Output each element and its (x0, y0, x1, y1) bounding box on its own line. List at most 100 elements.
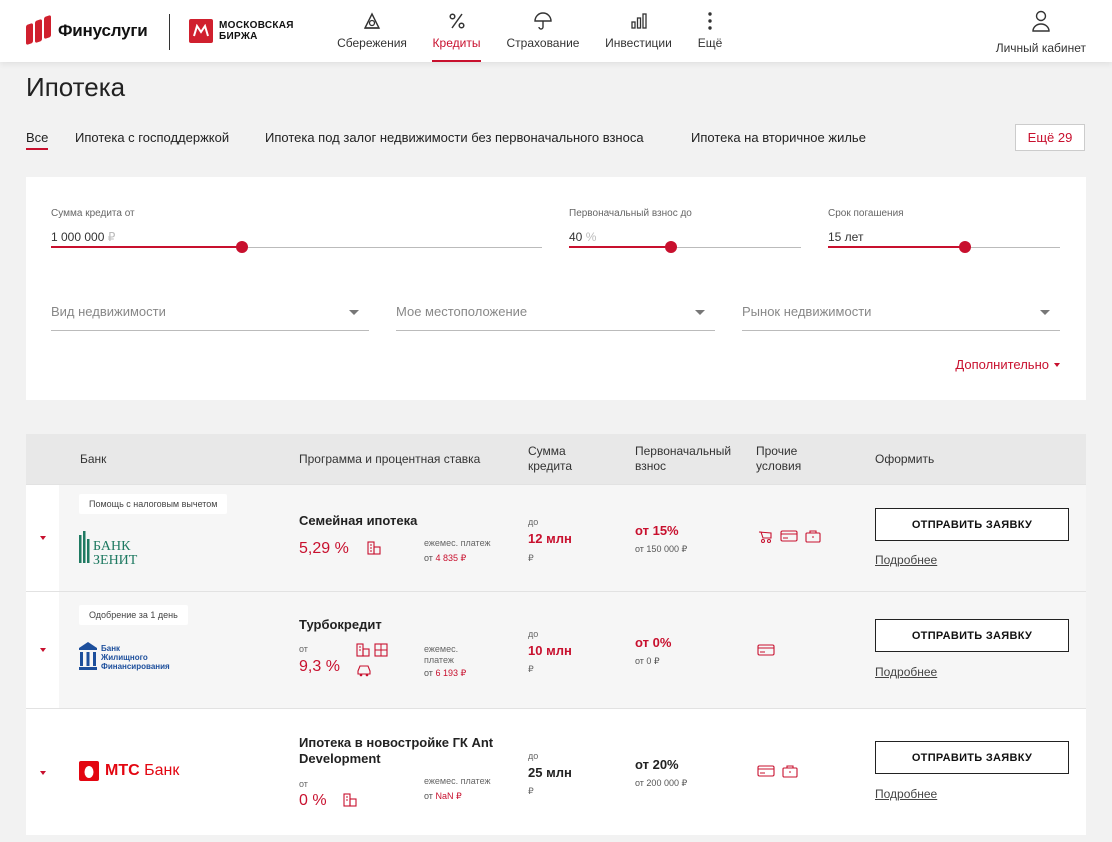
nav-investments[interactable]: Инвестиции (605, 10, 672, 62)
nav-insurance[interactable]: Страхование (507, 10, 579, 62)
down-payment-amount: от 0 ₽ (635, 656, 660, 666)
nav-credits[interactable]: Кредиты (432, 10, 481, 62)
details-link[interactable]: Подробнее (875, 553, 938, 567)
term-slider[interactable]: Срок погашения 15 лет (828, 208, 1060, 253)
mts-egg-icon (79, 761, 99, 781)
sum-value: 12 млн (528, 531, 572, 546)
nav-insurance-label: Страхование (506, 36, 580, 50)
header-program: Программа и процентная ставка (299, 452, 481, 466)
payment-caption: ежемес. платеж (424, 644, 459, 665)
header-sum: Сумма кредита (528, 444, 573, 473)
tab-all[interactable]: Все (26, 130, 49, 150)
interest-rate: 9,3 % (299, 658, 340, 675)
loan-amount-fill (51, 246, 243, 248)
building-icon (356, 643, 370, 657)
loan-amount-caption: Сумма кредита от (51, 208, 135, 219)
personal-cabinet-button[interactable]: Личный кабинет (996, 10, 1086, 55)
bank-zenit-logo: БАНК ЗЕНИТ (79, 531, 157, 572)
payment-value: от 6 193 ₽ (424, 668, 467, 678)
other-conditions (757, 764, 798, 778)
more-tabs-button[interactable]: Ещё 29 (1015, 124, 1085, 151)
payment-caption: ежемес. платеж (424, 538, 491, 548)
down-payment-fill (569, 246, 672, 248)
finuslugi-logo[interactable]: Финуслуги (26, 14, 148, 46)
sum-caption: до (528, 751, 539, 761)
expand-caret-icon[interactable] (40, 536, 46, 540)
location-placeholder: Мое местоположение (396, 304, 528, 319)
offers-table-header: Банк Программа и процентная ставка Сумма… (26, 434, 1086, 484)
sum-value: 10 млн (528, 643, 572, 658)
apply-button[interactable]: ОТПРАВИТЬ ЗАЯВКУ (875, 619, 1069, 652)
down-payment-percent: от 20% (635, 757, 679, 772)
expand-caret-icon[interactable] (40, 648, 46, 652)
nav-more[interactable]: Ещё (698, 10, 722, 62)
header-down: Первоначальный взнос (635, 444, 732, 473)
apply-button[interactable]: ОТПРАВИТЬ ЗАЯВКУ (875, 508, 1069, 541)
sum-unit: ₽ (528, 553, 534, 563)
property-type-select[interactable]: Вид недвижимости (51, 304, 369, 331)
chevron-down-icon (695, 310, 705, 315)
card-icon (780, 530, 798, 542)
interest-rate: 5,29 % (299, 540, 349, 557)
down-payment-caption: Первоначальный взнос до (569, 208, 692, 219)
tab-no-down-payment[interactable]: Ипотека под залог недвижимости без перво… (265, 130, 644, 145)
rate-from: от (299, 779, 308, 789)
filter-panel: Сумма кредита от 1 000 000 ₽ Первоначаль… (26, 177, 1086, 400)
header-apply: Оформить (875, 452, 935, 466)
top-header: Финуслуги МОСКОВСКАЯ БИРЖА Сбережения Кр… (0, 0, 1112, 62)
header-divider (169, 14, 170, 50)
payment-value: от 4 835 ₽ (424, 553, 467, 563)
term-value: 15 лет (828, 230, 864, 244)
loan-amount-handle[interactable] (236, 241, 249, 253)
nav-savings[interactable]: Сбережения (337, 10, 407, 62)
moex-logo[interactable]: МОСКОВСКАЯ БИРЖА (189, 19, 294, 43)
loan-amount-value: 1 000 000 (51, 230, 105, 244)
term-handle[interactable] (958, 241, 971, 253)
program-name: Семейная ипотека (299, 513, 418, 528)
finuslugi-logo-icon (26, 14, 52, 46)
nav-more-label: Ещё (697, 36, 723, 50)
loan-amount-track (51, 247, 542, 248)
offer-row: МТС Банк Ипотека в новостройке ГК Ant De… (26, 708, 1086, 835)
other-conditions (757, 529, 821, 543)
market-select[interactable]: Рынок недвижимости (742, 304, 1060, 331)
chevron-down-icon (349, 310, 359, 315)
card-icon (757, 765, 775, 777)
car-icon (357, 665, 371, 677)
mts-bank-logo: МТС Банк (79, 761, 179, 781)
svg-text:БАНК: БАНК (93, 539, 131, 554)
details-link[interactable]: Подробнее (875, 787, 938, 801)
brand-name: Финуслуги (58, 21, 148, 40)
market-placeholder: Рынок недвижимости (742, 304, 872, 319)
nav-credits-label: Кредиты (432, 36, 481, 50)
building-icon (343, 793, 357, 812)
nav-investments-label: Инвестиции (605, 36, 672, 50)
down-payment-slider[interactable]: Первоначальный взнос до 40 % (569, 208, 801, 253)
property-type-placeholder: Вид недвижимости (51, 304, 166, 319)
additional-filters-toggle[interactable]: Дополнительно (955, 357, 1060, 372)
details-link[interactable]: Подробнее (875, 665, 938, 679)
additional-filters-label: Дополнительно (955, 357, 1049, 372)
down-payment-percent: от 15% (635, 523, 679, 538)
house-plan-icon (374, 643, 388, 657)
down-payment-handle[interactable] (665, 241, 678, 253)
apply-button[interactable]: ОТПРАВИТЬ ЗАЯВКУ (875, 741, 1069, 774)
sum-caption: до (528, 517, 539, 527)
other-conditions (757, 643, 777, 657)
tab-state-support[interactable]: Ипотека с господдержкой (75, 130, 230, 145)
down-payment-amount: от 150 000 ₽ (635, 544, 688, 554)
loan-amount-slider[interactable]: Сумма кредита от 1 000 000 ₽ (51, 208, 542, 253)
briefcase-icon (805, 530, 821, 543)
program-features (356, 643, 392, 677)
term-fill (828, 246, 965, 248)
location-select[interactable]: Мое местоположение (396, 304, 715, 331)
rate-from: от (299, 644, 308, 654)
nav-savings-label: Сбережения (337, 36, 407, 50)
sum-unit: ₽ (528, 786, 534, 796)
payment-value: от NaN ₽ (424, 791, 462, 801)
more-vertical-icon (707, 10, 713, 32)
expand-caret-icon[interactable] (40, 771, 46, 775)
offer-badge: Одобрение за 1 день (79, 605, 188, 625)
tab-secondary-housing[interactable]: Ипотека на вторичное жилье (691, 130, 866, 145)
caret-down-icon (1054, 362, 1060, 367)
